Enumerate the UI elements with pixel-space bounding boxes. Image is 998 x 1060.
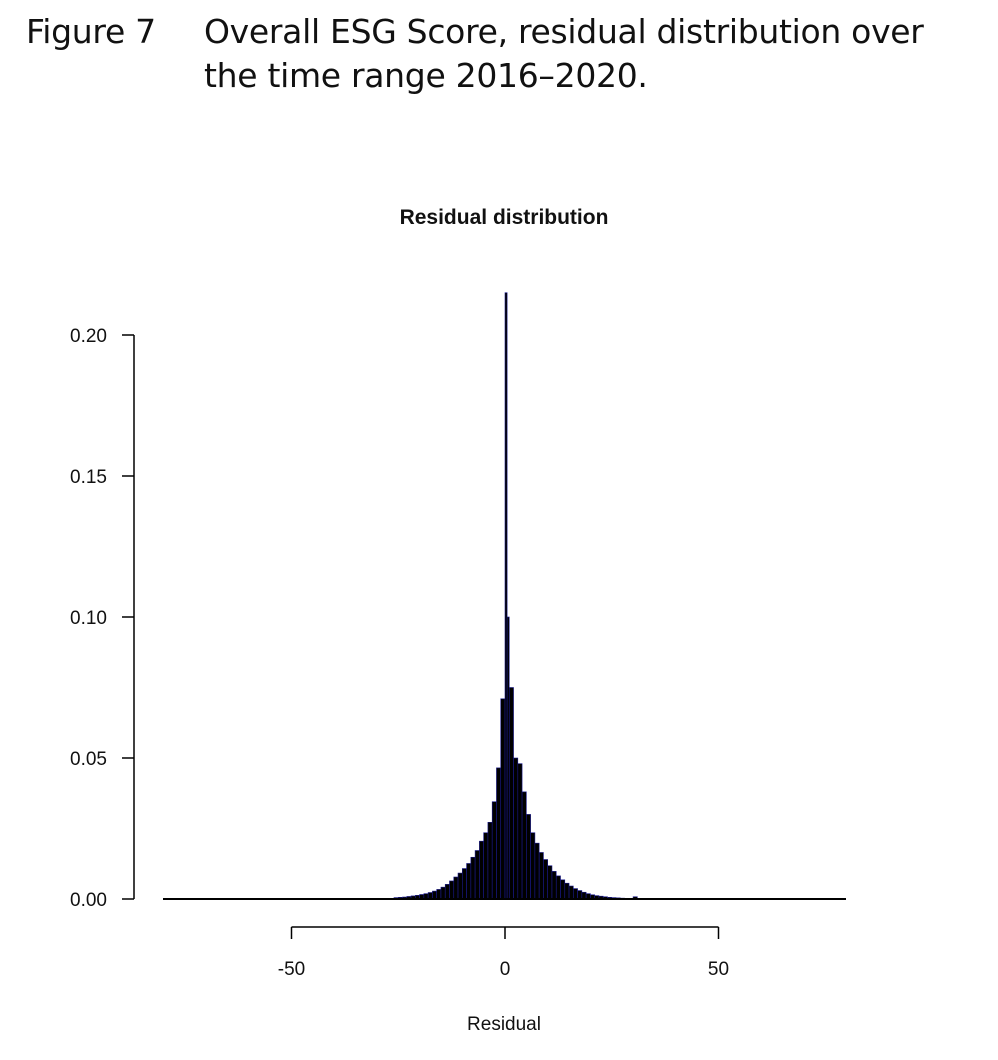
histogram-bar: [538, 852, 544, 900]
histogram-bar: [555, 875, 561, 900]
histogram-bar: [457, 872, 463, 900]
histogram-bar: [577, 890, 583, 900]
histogram-bar: [470, 856, 476, 900]
figure-caption-text: Overall ESG Score, residual distribution…: [204, 12, 924, 95]
figure-label: Figure 7: [26, 12, 156, 51]
histogram-bar: [496, 767, 502, 900]
histogram-bar: [568, 885, 574, 900]
histogram-bar: [551, 871, 557, 900]
histogram-bar: [466, 863, 472, 900]
x-tick-label: 50: [708, 959, 729, 980]
histogram-bar: [479, 840, 484, 900]
histogram-bar: [508, 687, 514, 900]
histogram-bar: [461, 868, 467, 900]
x-tick-label: 0: [500, 959, 511, 980]
histogram-bar: [560, 879, 566, 900]
histogram-bar: [513, 757, 519, 900]
histogram-bar: [573, 888, 578, 900]
figure-caption: Figure 7 Overall ESG Score, residual dis…: [26, 10, 986, 98]
histogram-bar: [453, 876, 459, 900]
y-tick-label: 0.00: [70, 890, 107, 911]
histogram-bar: [543, 859, 548, 900]
x-tick-label: -50: [278, 959, 305, 980]
histogram-bar: [474, 850, 480, 900]
histogram-bar: [432, 890, 437, 900]
histogram-bars: [393, 292, 638, 900]
chart-title: Residual distribution: [400, 206, 609, 229]
histogram-bar: [483, 832, 489, 900]
y-tick-label: 0.15: [70, 467, 107, 488]
histogram-bar: [504, 292, 508, 900]
y-tick-label: 0.05: [70, 749, 107, 770]
x-axis: -50 0 50: [278, 926, 729, 980]
histogram-bar: [530, 832, 536, 900]
histogram-bar: [564, 882, 570, 900]
histogram-bar: [436, 889, 442, 900]
histogram-bar: [491, 801, 497, 900]
y-tick-label: 0.10: [70, 608, 107, 629]
y-axis: 0.00 0.05 0.10 0.15 0.20: [70, 326, 135, 911]
histogram-bar: [534, 842, 540, 900]
histogram-bar: [487, 821, 493, 900]
histogram-bar: [521, 791, 527, 900]
histogram-bar: [440, 886, 446, 900]
histogram-bar: [449, 880, 455, 900]
histogram-bar: [500, 698, 506, 900]
histogram-bar: [581, 891, 587, 900]
histogram-bar: [547, 865, 553, 900]
histogram-bar: [526, 814, 531, 900]
histogram-bar: [444, 884, 450, 900]
histogram-bar: [517, 763, 523, 900]
x-axis-label: Residual: [467, 1014, 541, 1035]
y-tick-label: 0.20: [70, 326, 107, 347]
histogram-bar: [506, 616, 510, 900]
